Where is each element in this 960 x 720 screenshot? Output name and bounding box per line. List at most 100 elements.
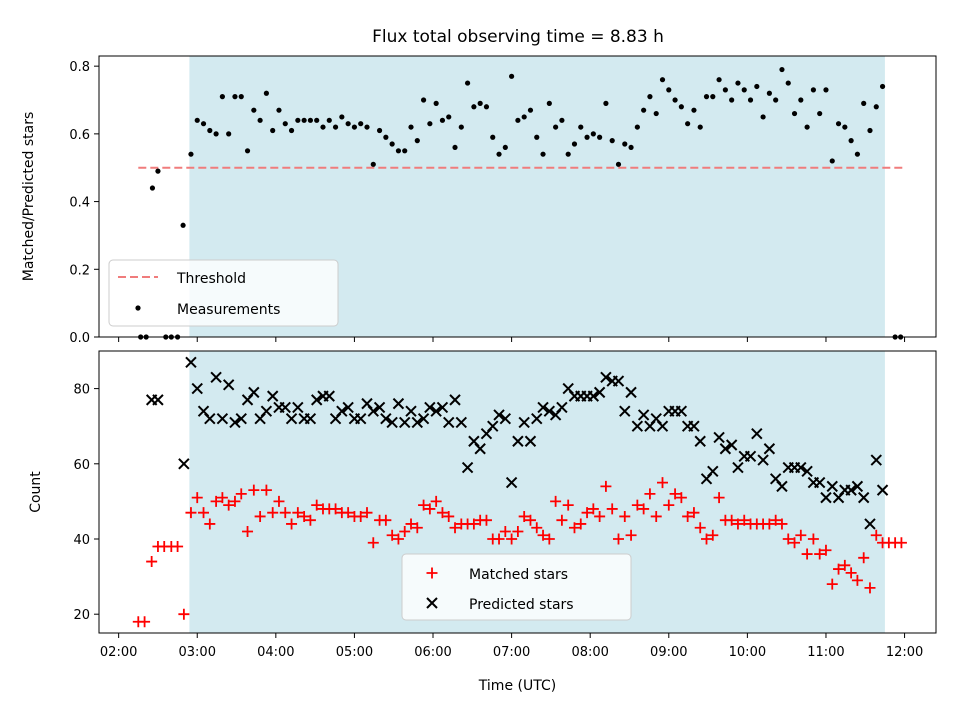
data-point	[609, 138, 615, 144]
data-point	[657, 477, 669, 489]
data-point	[697, 124, 703, 130]
data-point	[298, 510, 310, 522]
data-point	[594, 510, 606, 522]
data-point	[405, 405, 417, 417]
data-point	[292, 507, 304, 519]
data-point	[248, 386, 260, 399]
data-point	[845, 567, 857, 579]
data-point	[458, 124, 464, 130]
data-point	[587, 503, 599, 515]
data-point	[427, 121, 433, 127]
data-point	[345, 121, 351, 127]
data-point	[895, 537, 907, 549]
data-point	[795, 461, 807, 474]
data-point	[600, 371, 612, 384]
data-point	[814, 548, 826, 560]
y-tick-label: 40	[73, 533, 90, 548]
data-point	[304, 514, 316, 526]
data-point	[207, 127, 213, 134]
data-point	[226, 131, 232, 137]
data-point	[757, 454, 769, 466]
data-point	[688, 420, 700, 432]
data-point	[763, 518, 775, 530]
data-point	[242, 525, 254, 537]
data-point	[625, 386, 637, 399]
legend-predicted-swatch	[426, 597, 438, 609]
data-point	[260, 484, 272, 496]
time-x-axis-label: Time (UTC)	[478, 678, 556, 694]
data-point	[631, 420, 644, 432]
x-tick-label: 02:00	[100, 645, 137, 660]
data-point	[521, 114, 527, 120]
data-point	[139, 616, 151, 628]
data-point	[311, 499, 323, 511]
data-point	[191, 492, 203, 504]
data-point	[543, 405, 556, 417]
data-point	[509, 73, 515, 79]
data-point	[411, 522, 423, 534]
data-point	[342, 401, 354, 414]
data-point	[776, 518, 788, 530]
data-point	[392, 397, 405, 410]
data-point	[235, 412, 247, 425]
legend-measurements-swatch	[135, 305, 141, 311]
data-point	[389, 141, 395, 147]
data-point	[358, 121, 364, 127]
data-point	[515, 117, 521, 123]
data-point	[443, 510, 455, 522]
data-point	[295, 117, 301, 123]
data-point	[446, 114, 452, 120]
data-point	[578, 124, 584, 130]
data-point	[848, 138, 854, 144]
data-point	[631, 499, 643, 511]
y-tick-label: 0.2	[69, 263, 90, 278]
y-tick-label: 0.8	[69, 60, 90, 75]
data-point	[449, 394, 461, 406]
series-predicted-stars	[145, 356, 889, 530]
data-point	[606, 503, 618, 515]
data-point	[235, 488, 247, 500]
data-point	[659, 77, 666, 83]
data-point	[251, 107, 257, 113]
data-point	[590, 131, 596, 137]
data-point	[238, 94, 244, 100]
data-point	[424, 401, 436, 414]
data-point	[839, 559, 851, 571]
data-point	[587, 390, 600, 402]
data-point	[562, 499, 574, 511]
data-point	[414, 138, 420, 144]
legend-box	[401, 553, 632, 621]
data-point	[336, 405, 348, 417]
data-point	[653, 110, 659, 117]
data-point	[707, 529, 719, 541]
data-point	[524, 435, 537, 447]
data-point	[593, 386, 606, 399]
data-point	[395, 148, 402, 154]
data-point	[424, 503, 436, 515]
data-point	[367, 405, 379, 417]
data-point	[487, 420, 499, 432]
data-point	[851, 574, 863, 586]
data-point	[263, 90, 269, 96]
data-point	[729, 97, 735, 103]
data-point	[833, 563, 845, 575]
data-point	[716, 77, 722, 83]
ratio-ticks: 0.0 0.2 0.4 0.6 0.8	[69, 60, 906, 346]
data-point	[556, 401, 568, 414]
data-point	[223, 499, 235, 511]
data-point	[276, 107, 282, 113]
count-panel: 20 40 60 80 02:00 03:00 04:00 05:00 06:00 07:00 08…	[28, 350, 937, 694]
data-point	[656, 420, 669, 432]
data-point	[355, 510, 367, 522]
count-axes-frame	[98, 350, 937, 634]
data-point	[499, 412, 512, 425]
data-point	[789, 537, 801, 549]
data-point	[779, 66, 785, 73]
data-point	[666, 87, 672, 93]
x-tick-label: 11:00	[807, 645, 844, 660]
data-point	[468, 518, 480, 530]
data-point	[502, 144, 508, 151]
data-point	[301, 117, 307, 123]
data-point	[638, 503, 650, 515]
data-point	[172, 541, 184, 553]
